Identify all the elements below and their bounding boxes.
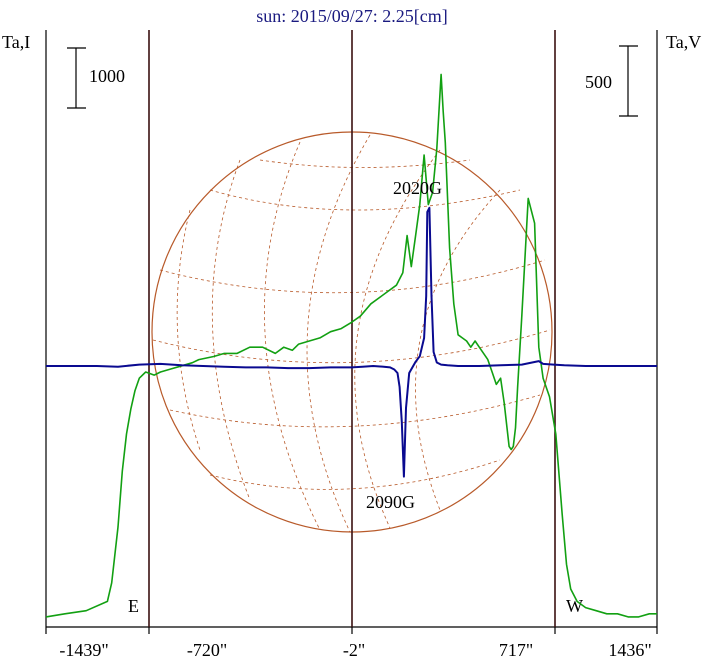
west-limb-label: W bbox=[566, 596, 583, 616]
right-scale-bar-label: 500 bbox=[585, 72, 612, 92]
right-axis-label: Ta,V bbox=[666, 32, 701, 52]
left-scale-bar: 1000 bbox=[67, 47, 125, 109]
annotation-2090g: 2090G bbox=[366, 492, 415, 512]
x-tick-label: -1439" bbox=[59, 640, 108, 660]
x-tick-label: 1436" bbox=[608, 640, 651, 660]
vertical-lines bbox=[148, 30, 556, 627]
left-scale-bar-label: 1000 bbox=[89, 66, 125, 86]
east-limb-label: E bbox=[128, 596, 139, 616]
annotation-2020g: 2020G bbox=[393, 178, 442, 198]
chart-title: sun: 2015/09/27: 2.25[cm] bbox=[256, 6, 448, 26]
right-scale-bar: 500 bbox=[585, 45, 638, 117]
x-tick-label: -2" bbox=[343, 640, 365, 660]
x-tick-label: -720" bbox=[187, 640, 227, 660]
x-axis-ticks bbox=[45, 627, 658, 634]
left-axis-label: Ta,I bbox=[2, 32, 30, 52]
x-tick-labels: -1439" -720" -2" 717" 1436" bbox=[59, 640, 651, 660]
polarization-series-line bbox=[46, 206, 657, 478]
x-tick-label: 717" bbox=[499, 640, 533, 660]
